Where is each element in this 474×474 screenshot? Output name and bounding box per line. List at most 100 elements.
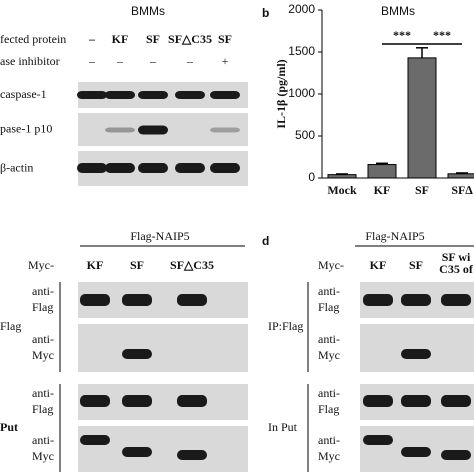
band — [441, 395, 471, 407]
band — [401, 395, 431, 407]
lane-label: – — [186, 54, 194, 68]
y-axis-label: IL-1β (pg/ml) — [274, 59, 288, 128]
blot — [78, 426, 248, 472]
panel-title: Flag-NAIP5 — [365, 229, 424, 243]
band — [175, 91, 205, 99]
band — [122, 294, 152, 306]
row-label: fected protein — [0, 32, 66, 46]
blot-label: Myc — [318, 449, 340, 463]
blot-label: anti- — [318, 332, 340, 346]
lane-label: SF — [130, 258, 144, 272]
lane-label: – — [116, 54, 124, 68]
error-bar — [336, 173, 348, 175]
blot-label: Flag — [32, 300, 53, 314]
lane-label: SF wi — [442, 250, 471, 264]
band — [138, 125, 168, 135]
x-tick-label: SF — [415, 183, 429, 197]
blot-label: anti- — [318, 386, 340, 400]
blot-label: Flag — [318, 402, 339, 416]
lane-label: – — [149, 54, 157, 68]
band — [363, 435, 393, 445]
x-tick-label: KF — [374, 183, 391, 197]
blot-label: Myc — [32, 449, 54, 463]
lane-label: KF — [87, 258, 104, 272]
lane-label: C35 of — [439, 262, 474, 276]
bar — [447, 173, 474, 179]
band — [77, 163, 107, 173]
y-tick-label: 500 — [295, 128, 315, 142]
myc-label: Myc- — [28, 258, 54, 272]
error-bar — [376, 162, 388, 165]
blot-label: anti- — [318, 433, 340, 447]
blot-label: pase-1 p10 — [0, 121, 52, 135]
band — [441, 450, 471, 460]
lane-label: – — [88, 32, 96, 46]
band — [177, 294, 207, 306]
blot-label: anti- — [318, 284, 340, 298]
blot — [78, 324, 248, 372]
band — [80, 435, 110, 445]
lane-label: KF — [370, 258, 387, 272]
blot-label: Flag — [32, 402, 53, 416]
error-bar — [416, 47, 428, 58]
lane-label: SF — [218, 32, 232, 46]
bar — [327, 174, 357, 179]
group-label: Flag — [0, 319, 21, 333]
blot-label: anti- — [32, 332, 54, 346]
row-label: ase inhibitor — [0, 54, 60, 68]
blot-label: Flag — [318, 300, 339, 314]
band — [122, 447, 152, 457]
panel-title: Flag-NAIP5 — [130, 229, 189, 243]
band — [80, 294, 110, 306]
band — [80, 395, 110, 407]
band — [401, 447, 431, 457]
band — [77, 91, 107, 99]
significance-label: *** — [433, 28, 451, 42]
panel-title: BMMs — [131, 4, 165, 18]
blot-label: anti- — [32, 386, 54, 400]
error-bar — [456, 172, 468, 174]
band — [401, 294, 431, 306]
panel-label: b — [262, 6, 269, 20]
myc-label: Myc- — [318, 258, 344, 272]
band — [122, 395, 152, 407]
band — [138, 163, 168, 173]
lane-label: SF△C35 — [168, 32, 212, 46]
blot-label: β-actin — [0, 160, 33, 174]
group-label: IP:Flag — [268, 319, 303, 333]
lane-label: – — [88, 54, 96, 68]
band — [210, 163, 240, 173]
band — [210, 127, 240, 133]
y-tick-label: 1500 — [288, 44, 315, 58]
lane-label: + — [222, 54, 229, 68]
significance-label: *** — [393, 28, 411, 42]
blot-label: anti- — [32, 433, 54, 447]
band — [401, 349, 431, 359]
band — [177, 395, 207, 407]
bar — [407, 57, 437, 179]
blot-label: Myc — [318, 348, 340, 362]
blot — [360, 324, 474, 372]
bar — [367, 164, 397, 179]
chart-title: BMMs — [381, 4, 415, 18]
band — [138, 91, 168, 99]
blot-label: Myc — [32, 348, 54, 362]
y-tick-label: 0 — [308, 170, 315, 184]
y-tick-label: 2000 — [288, 2, 315, 16]
blot-label: caspase-1 — [0, 87, 47, 101]
lane-label: SF — [409, 258, 423, 272]
band — [210, 91, 240, 99]
band — [363, 294, 393, 306]
band — [441, 294, 471, 306]
band — [175, 163, 205, 173]
band — [105, 127, 135, 133]
band — [105, 163, 135, 173]
blot-label: anti- — [32, 284, 54, 298]
band — [122, 349, 152, 359]
lane-label: KF — [112, 32, 129, 46]
x-tick-label: Mock — [327, 183, 357, 197]
band — [177, 450, 207, 460]
y-tick-label: 1000 — [288, 86, 315, 100]
band — [363, 395, 393, 407]
